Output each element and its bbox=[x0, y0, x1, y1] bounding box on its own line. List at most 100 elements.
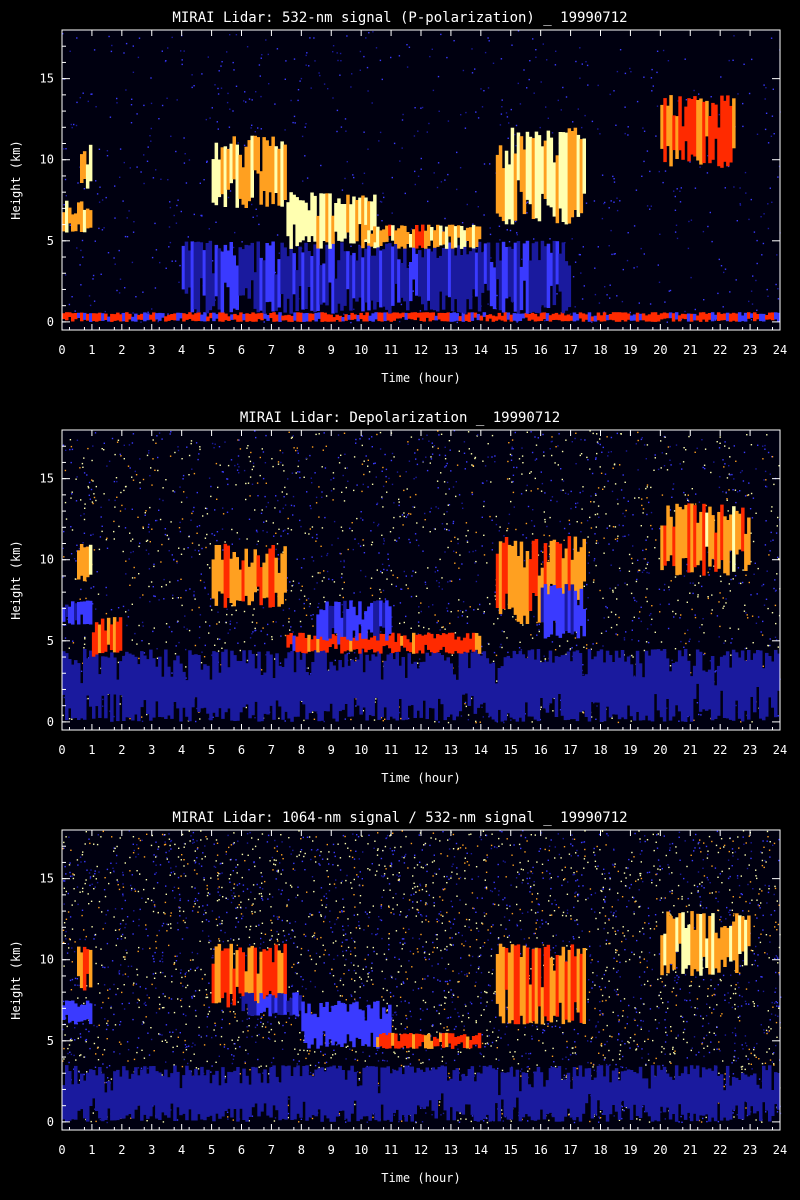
x-tick-label: 8 bbox=[298, 1143, 305, 1157]
cloud-layer bbox=[77, 946, 93, 991]
x-tick-label: 9 bbox=[328, 743, 335, 757]
x-tick-label: 4 bbox=[178, 1143, 185, 1157]
x-axis-label: Time (hour) bbox=[381, 771, 460, 785]
cloud-layer bbox=[181, 240, 572, 314]
x-tick-label: 15 bbox=[504, 1143, 518, 1157]
x-tick-label: 9 bbox=[328, 1143, 335, 1157]
cloud-layer bbox=[62, 600, 93, 625]
x-tick-label: 20 bbox=[653, 1143, 667, 1157]
cloud-layer bbox=[80, 144, 93, 189]
x-tick-label: 15 bbox=[504, 343, 518, 357]
x-tick-label: 1 bbox=[88, 743, 95, 757]
x-tick-label: 18 bbox=[593, 1143, 607, 1157]
cloud-layer bbox=[91, 617, 123, 657]
panel-2: MIRAI Lidar: Depolarization _ 19990712 0 1… bbox=[9, 410, 787, 785]
x-tick-label: 17 bbox=[563, 343, 577, 357]
x-tick-label: 1 bbox=[88, 343, 95, 357]
x-tick-label: 13 bbox=[444, 343, 458, 357]
x-tick-label: 6 bbox=[238, 1143, 245, 1157]
x-tick-label: 8 bbox=[298, 343, 305, 357]
cloud-layer bbox=[286, 632, 482, 654]
cloud-layer bbox=[361, 224, 482, 249]
x-tick-label: 16 bbox=[533, 743, 547, 757]
x-tick-label: 10 bbox=[354, 1143, 368, 1157]
x-tick-label: 22 bbox=[713, 743, 727, 757]
x-tick-label: 11 bbox=[384, 343, 398, 357]
x-tick-label: 1 bbox=[88, 1143, 95, 1157]
x-tick-label: 23 bbox=[743, 343, 757, 357]
x-tick-label: 10 bbox=[354, 343, 368, 357]
x-tick-label: 21 bbox=[683, 743, 697, 757]
y-tick-label: 5 bbox=[47, 634, 54, 648]
y-tick-label: 0 bbox=[47, 315, 54, 329]
cloud-layer bbox=[241, 992, 302, 1017]
panel-title: MIRAI Lidar: 1064-nm signal / 532-nm sig… bbox=[172, 810, 627, 826]
x-tick-label: 24 bbox=[773, 1143, 787, 1157]
x-axis-label: Time (hour) bbox=[381, 1171, 460, 1185]
x-tick-label: 6 bbox=[238, 743, 245, 757]
x-tick-label: 8 bbox=[298, 743, 305, 757]
cloud-layer bbox=[376, 1032, 482, 1049]
x-tick-label: 13 bbox=[444, 1143, 458, 1157]
x-tick-label: 5 bbox=[208, 743, 215, 757]
y-tick-label: 15 bbox=[40, 72, 54, 86]
cloud-layer bbox=[495, 127, 586, 225]
y-tick-label: 10 bbox=[40, 553, 54, 567]
panel-title: MIRAI Lidar: Depolarization _ 19990712 bbox=[240, 410, 560, 426]
x-tick-label: 16 bbox=[533, 1143, 547, 1157]
y-tick-label: 10 bbox=[40, 953, 54, 967]
cloud-layer bbox=[540, 584, 586, 639]
x-tick-label: 6 bbox=[238, 343, 245, 357]
x-tick-label: 22 bbox=[713, 1143, 727, 1157]
x-tick-label: 18 bbox=[593, 343, 607, 357]
cloud-layer bbox=[301, 1000, 392, 1049]
cloud-layer bbox=[211, 543, 287, 608]
y-tick-label: 15 bbox=[40, 472, 54, 486]
cloud-layer bbox=[286, 192, 377, 249]
y-tick-label: 5 bbox=[47, 234, 54, 248]
x-tick-label: 0 bbox=[58, 743, 65, 757]
x-tick-label: 20 bbox=[653, 343, 667, 357]
x-tick-label: 2 bbox=[118, 1143, 125, 1157]
x-tick-label: 15 bbox=[504, 743, 518, 757]
x-tick-label: 24 bbox=[773, 743, 787, 757]
x-tick-label: 18 bbox=[593, 743, 607, 757]
x-tick-label: 17 bbox=[563, 1143, 577, 1157]
x-tick-label: 23 bbox=[743, 1143, 757, 1157]
y-tick-label: 0 bbox=[47, 1115, 54, 1129]
cloud-layer bbox=[62, 1000, 93, 1025]
cloud-layer bbox=[211, 943, 287, 1008]
x-tick-label: 14 bbox=[474, 743, 488, 757]
x-tick-label: 12 bbox=[414, 743, 428, 757]
x-tick-label: 4 bbox=[178, 343, 185, 357]
panel-title: MIRAI Lidar: 532-nm signal (P-polarizati… bbox=[172, 10, 627, 26]
cloud-layer bbox=[660, 911, 751, 976]
x-tick-label: 23 bbox=[743, 743, 757, 757]
x-tick-label: 19 bbox=[623, 1143, 637, 1157]
cloud-layer bbox=[62, 1065, 781, 1122]
x-tick-label: 12 bbox=[414, 1143, 428, 1157]
cloud-layer bbox=[316, 600, 392, 641]
y-tick-label: 15 bbox=[40, 872, 54, 886]
panel-3: MIRAI Lidar: 1064-nm signal / 532-nm sig… bbox=[9, 810, 787, 1185]
y-tick-label: 10 bbox=[40, 153, 54, 167]
x-tick-label: 19 bbox=[623, 743, 637, 757]
x-tick-label: 14 bbox=[474, 343, 488, 357]
y-axis-label: Height (km) bbox=[9, 140, 23, 219]
cloud-layer bbox=[211, 135, 287, 208]
x-tick-label: 17 bbox=[563, 743, 577, 757]
x-tick-label: 3 bbox=[148, 343, 155, 357]
x-tick-label: 4 bbox=[178, 743, 185, 757]
x-tick-label: 21 bbox=[683, 343, 697, 357]
cloud-layer bbox=[62, 648, 781, 722]
x-tick-label: 3 bbox=[148, 743, 155, 757]
x-tick-label: 2 bbox=[118, 343, 125, 357]
x-tick-label: 21 bbox=[683, 1143, 697, 1157]
x-tick-label: 13 bbox=[444, 743, 458, 757]
cloud-layer bbox=[660, 95, 736, 168]
cloud-layer bbox=[62, 312, 781, 322]
x-tick-label: 7 bbox=[268, 1143, 275, 1157]
x-tick-label: 19 bbox=[623, 343, 637, 357]
x-axis-label: Time (hour) bbox=[381, 371, 460, 385]
